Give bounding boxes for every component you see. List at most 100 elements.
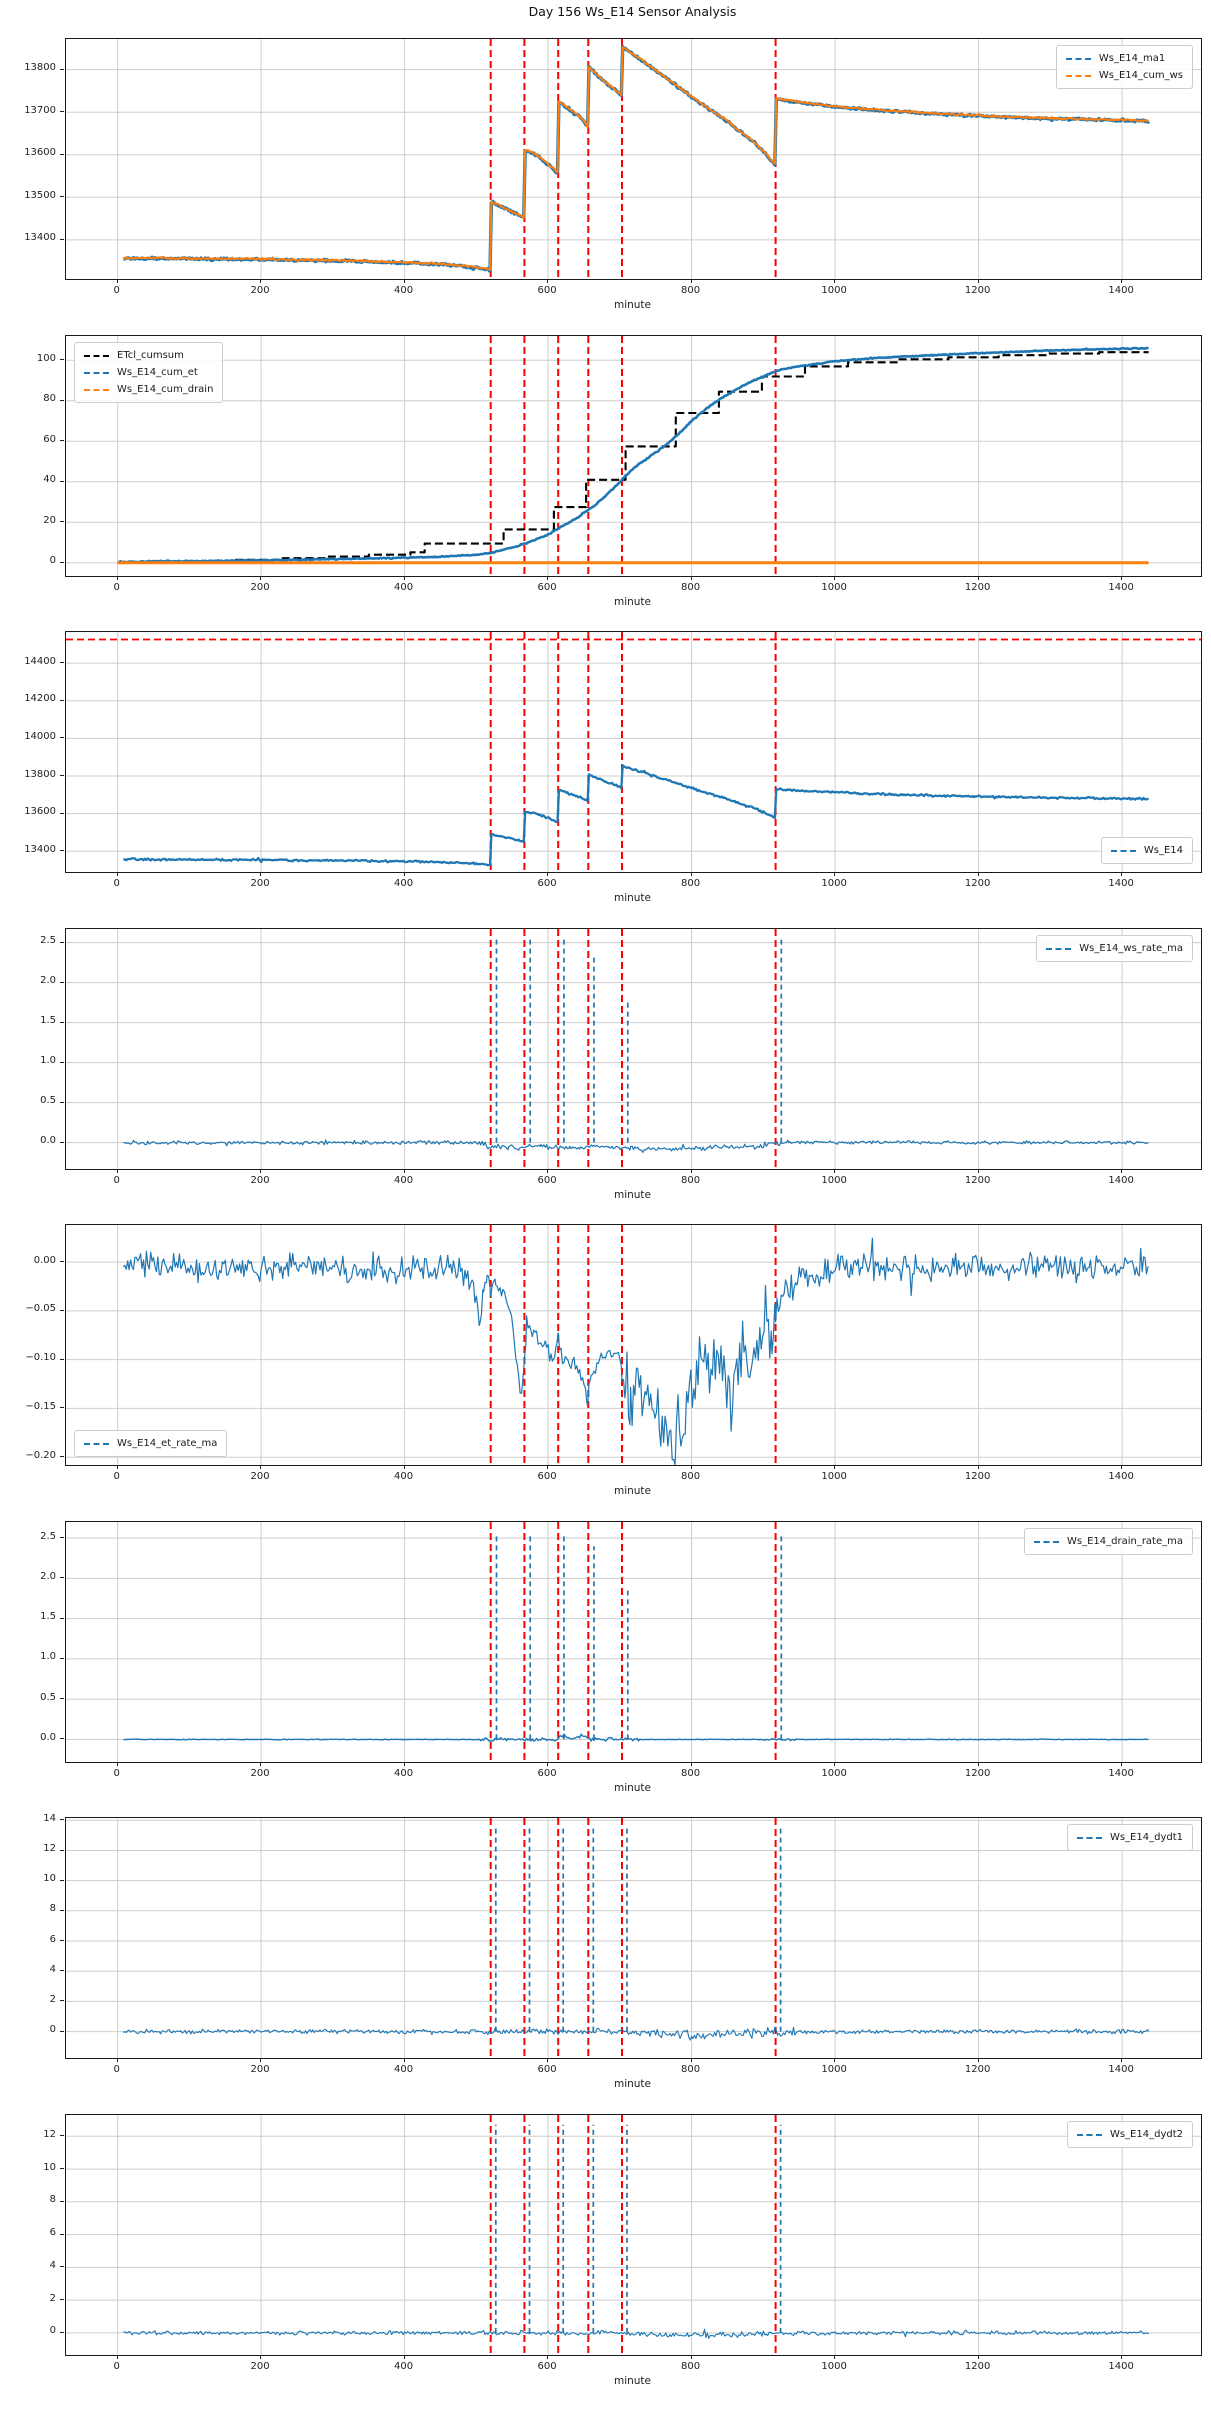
y-tick-label: 8 [49,2194,56,2206]
x-tick [547,2058,549,2062]
x-tick [403,2355,405,2359]
x-tick [260,872,262,876]
legend-entry: Ws_E14_dydt2 [1076,2126,1183,2143]
x-tick [547,1762,549,1766]
y-tick [60,775,64,776]
y-tick [60,359,64,361]
x-axis-label: minute [613,892,652,904]
x-tick [260,1169,262,1173]
y-tick-label: −0.10 [25,1352,56,1364]
y-tick [60,2266,64,2268]
x-tick [690,1762,692,1766]
x-tick-label: 1400 [1108,2064,1134,2075]
x-tick-label: 1200 [964,285,991,296]
subplot-3-canvas [66,632,1201,872]
series-Ws_E14_ma1 [123,45,1150,273]
x-tick-label: 800 [681,878,701,889]
legend-line-sample [1033,1540,1059,1543]
y-tick-label: 13800 [24,768,56,780]
y-tick [60,1141,64,1143]
legend-entry: Ws_E14_et_rate_ma [84,1435,217,1452]
subplot-8: Ws_E14_dydt2 [65,2114,1202,2356]
x-tick-label: 800 [681,1768,701,1779]
y-tick [60,737,64,739]
x-tick-label: 1400 [1108,582,1134,593]
x-tick [547,576,549,580]
legend-line-sample [84,1442,109,1445]
legend: Ws_E14_et_rate_ma [74,1430,228,1457]
x-tick-label: 400 [394,878,414,889]
legend-entry-label: Ws_E14_cum_drain [117,384,214,395]
subplot-3: Ws_E14 [65,631,1202,873]
x-tick [403,872,405,876]
x-tick-label: 600 [537,2361,557,2372]
legend-line-sample [1065,74,1091,77]
legend: ETcl_cumsum Ws_E14_cum_et Ws_E14_cum_drain [74,342,224,403]
x-tick-label: 1400 [1108,878,1134,889]
y-tick-label: 0 [49,2325,56,2337]
x-tick [977,1762,979,1766]
x-tick-label: 800 [681,285,701,296]
y-tick [60,153,64,155]
x-tick-label: 1000 [821,878,847,889]
y-tick-label: 2 [49,1993,56,2005]
x-tick [403,2058,405,2062]
x-tick-label: 0 [113,1471,120,1482]
x-tick [1121,1465,1123,1469]
y-tick-label: 0.5 [40,1691,56,1703]
legend-entry: Ws_E14_cum_et [84,364,213,381]
x-tick [977,1465,979,1469]
y-tick [60,2135,64,2137]
y-tick [60,981,64,983]
x-tick [834,279,836,283]
x-axis-label: minute [613,2078,652,2090]
y-tick-label: 2.0 [40,975,56,987]
y-tick-label: −0.05 [25,1303,56,1315]
x-tick-label: 200 [250,1175,270,1186]
legend-entry: Ws_E14_ma1 [1065,50,1183,67]
x-axis-label: minute [613,1782,652,1794]
y-tick-label: 4 [49,2259,56,2271]
x-tick [690,1169,692,1173]
y-tick-label: 0 [49,2024,56,2036]
x-tick [834,1169,836,1173]
y-tick-label: 8 [49,1903,56,1915]
x-tick-label: 0 [113,878,120,889]
legend-line-sample [1110,849,1136,852]
figure-title: Day 156 Ws_E14 Sensor Analysis [528,4,737,19]
x-tick-label: 1200 [964,1175,991,1186]
x-tick [690,279,692,283]
x-tick [260,576,262,580]
x-tick [690,2355,692,2359]
y-tick [60,68,64,70]
x-tick-label: 600 [537,1471,557,1482]
x-tick [834,576,836,580]
x-tick [547,1169,549,1173]
y-tick [60,2030,64,2032]
x-axis-label: minute [613,596,652,608]
x-tick-label: 1400 [1108,1768,1134,1779]
legend-entry-label: Ws_E14_et_rate_ma [117,1438,218,1449]
x-tick [116,576,118,580]
x-tick [547,1465,549,1469]
y-tick [60,480,64,482]
series-Ws_E14 [123,764,1150,867]
legend: Ws_E14_ws_rate_ma [1036,935,1193,962]
y-tick [60,812,64,814]
x-tick-label: 400 [394,1768,414,1779]
x-tick [834,1465,836,1469]
x-tick-label: 0 [113,1768,120,1779]
x-tick-label: 1200 [964,1471,991,1482]
x-tick-label: 1000 [821,285,847,296]
y-tick [60,561,64,563]
y-tick [60,1657,64,1659]
x-tick [116,1465,118,1469]
x-tick [834,2355,836,2359]
x-tick [977,279,979,283]
legend: Ws_E14 [1100,837,1193,864]
y-tick [60,399,64,401]
subplot-6-canvas [66,1522,1201,1762]
y-tick [60,111,64,113]
subplot-1-canvas [66,39,1201,279]
